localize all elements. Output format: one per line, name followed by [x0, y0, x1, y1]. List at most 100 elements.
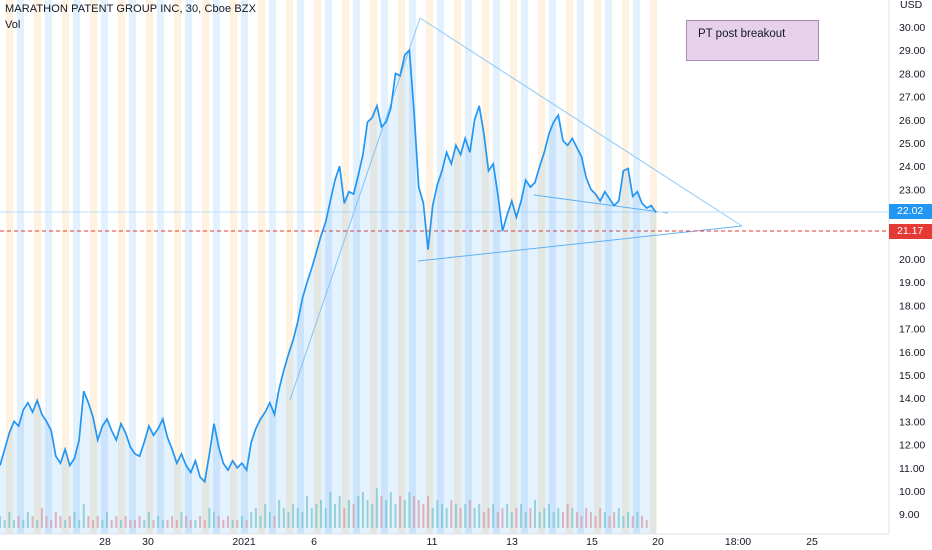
volume-bar — [510, 512, 513, 528]
session-band — [213, 0, 220, 534]
volume-bar — [50, 520, 53, 528]
volume-bar — [306, 496, 309, 528]
volume-bar — [254, 508, 257, 528]
volume-bar — [273, 516, 276, 528]
price-axis-bg — [889, 0, 932, 534]
price-tick-label: 27.00 — [899, 92, 925, 104]
volume-bar — [645, 520, 648, 528]
session-band — [465, 0, 472, 534]
price-tick-label: 28.00 — [899, 68, 925, 80]
trend-line-inner[interactable] — [533, 194, 669, 214]
volume-bar — [599, 508, 602, 528]
price-tick-label: 26.00 — [899, 115, 925, 127]
volume-bar — [268, 512, 271, 528]
volume-bar — [96, 516, 99, 528]
session-band — [426, 0, 433, 534]
volume-bar — [487, 508, 490, 528]
volume-bar — [557, 508, 560, 528]
volume-bar — [622, 516, 625, 528]
session-band — [650, 0, 657, 534]
volume-bar — [357, 496, 360, 528]
price-tick-label: 11.00 — [899, 463, 925, 475]
volume-bar — [501, 508, 504, 528]
time-tick-label: 28 — [99, 536, 111, 548]
volume-bar — [561, 512, 564, 528]
price-line[interactable] — [0, 48, 657, 484]
symbol-title[interactable]: MARATHON PATENT GROUP INC, 30, Cboe BZX — [5, 3, 257, 15]
volume-bar — [194, 520, 197, 528]
price-tick-label: 10.00 — [899, 486, 925, 498]
session-band — [230, 0, 237, 534]
session-band — [157, 0, 164, 534]
price-tick-label: 30.00 — [899, 22, 925, 34]
volume-bar — [627, 512, 630, 528]
session-band — [62, 0, 69, 534]
line-price-tag: 21.17 — [889, 224, 932, 239]
volume-bar — [31, 516, 34, 528]
volume-bar — [636, 512, 639, 528]
volume-bar — [552, 512, 555, 528]
volume-bar — [64, 520, 67, 528]
price-tick-label: 9.00 — [899, 509, 920, 521]
session-band — [538, 0, 545, 534]
volume-bar — [292, 504, 295, 528]
volume-bar — [203, 520, 206, 528]
time-tick-label: 20 — [652, 536, 664, 548]
session-band — [45, 0, 52, 534]
volume-bar — [180, 512, 183, 528]
volume-bar — [427, 496, 430, 528]
trend-line-bottom[interactable] — [417, 225, 743, 262]
volume-bar — [347, 500, 350, 528]
session-band — [342, 0, 349, 534]
volume-bar — [385, 500, 388, 528]
volume-bar — [543, 508, 546, 528]
session-bands — [6, 0, 657, 534]
volume-bar — [40, 508, 43, 528]
session-band — [493, 0, 500, 534]
volume-bar — [250, 512, 253, 528]
volume-bar — [366, 500, 369, 528]
volume-bar — [185, 516, 188, 528]
trend-line-upper[interactable] — [289, 17, 421, 401]
volume-bar — [226, 516, 229, 528]
volume-bar — [478, 504, 481, 528]
volume-bar — [278, 500, 281, 528]
session-band — [314, 0, 321, 534]
volume-bar — [36, 520, 39, 528]
volume-bar — [115, 516, 118, 528]
volume-bar — [450, 500, 453, 528]
volume-bar — [473, 508, 476, 528]
volume-bar — [575, 512, 578, 528]
price-axis-ticks: USD 30.00 29.00 28.00 27.00 26.00 25.00 24.00 23… — [899, 0, 925, 521]
volume-bar — [301, 512, 304, 528]
volume-bar — [403, 500, 406, 528]
volume-bar — [333, 504, 336, 528]
trend-line-top[interactable] — [419, 17, 743, 227]
price-tick-label: 23.00 — [899, 184, 925, 196]
note-annotation[interactable]: PT post breakout — [686, 20, 819, 61]
volume-bar — [161, 520, 164, 528]
session-band — [398, 0, 405, 534]
session-band — [73, 0, 80, 534]
volume-bar — [101, 520, 104, 528]
volume-bar — [236, 520, 239, 528]
volume-bar — [589, 512, 592, 528]
volume-bar — [440, 504, 443, 528]
volume-bar — [310, 508, 313, 528]
volume-bar — [566, 504, 569, 528]
volume-bar — [417, 500, 420, 528]
volume-label[interactable]: Vol — [5, 19, 21, 31]
session-band — [594, 0, 601, 534]
volume-bar — [547, 504, 550, 528]
volume-bar — [538, 512, 541, 528]
session-band — [286, 0, 293, 534]
volume-bar — [617, 508, 620, 528]
volume-bar — [73, 512, 76, 528]
volume-bar — [22, 520, 25, 528]
volume-bar — [506, 504, 509, 528]
session-band — [633, 0, 640, 534]
session-band — [202, 0, 209, 534]
price-axis-currency: USD — [900, 0, 923, 11]
volume-bar — [259, 516, 262, 528]
